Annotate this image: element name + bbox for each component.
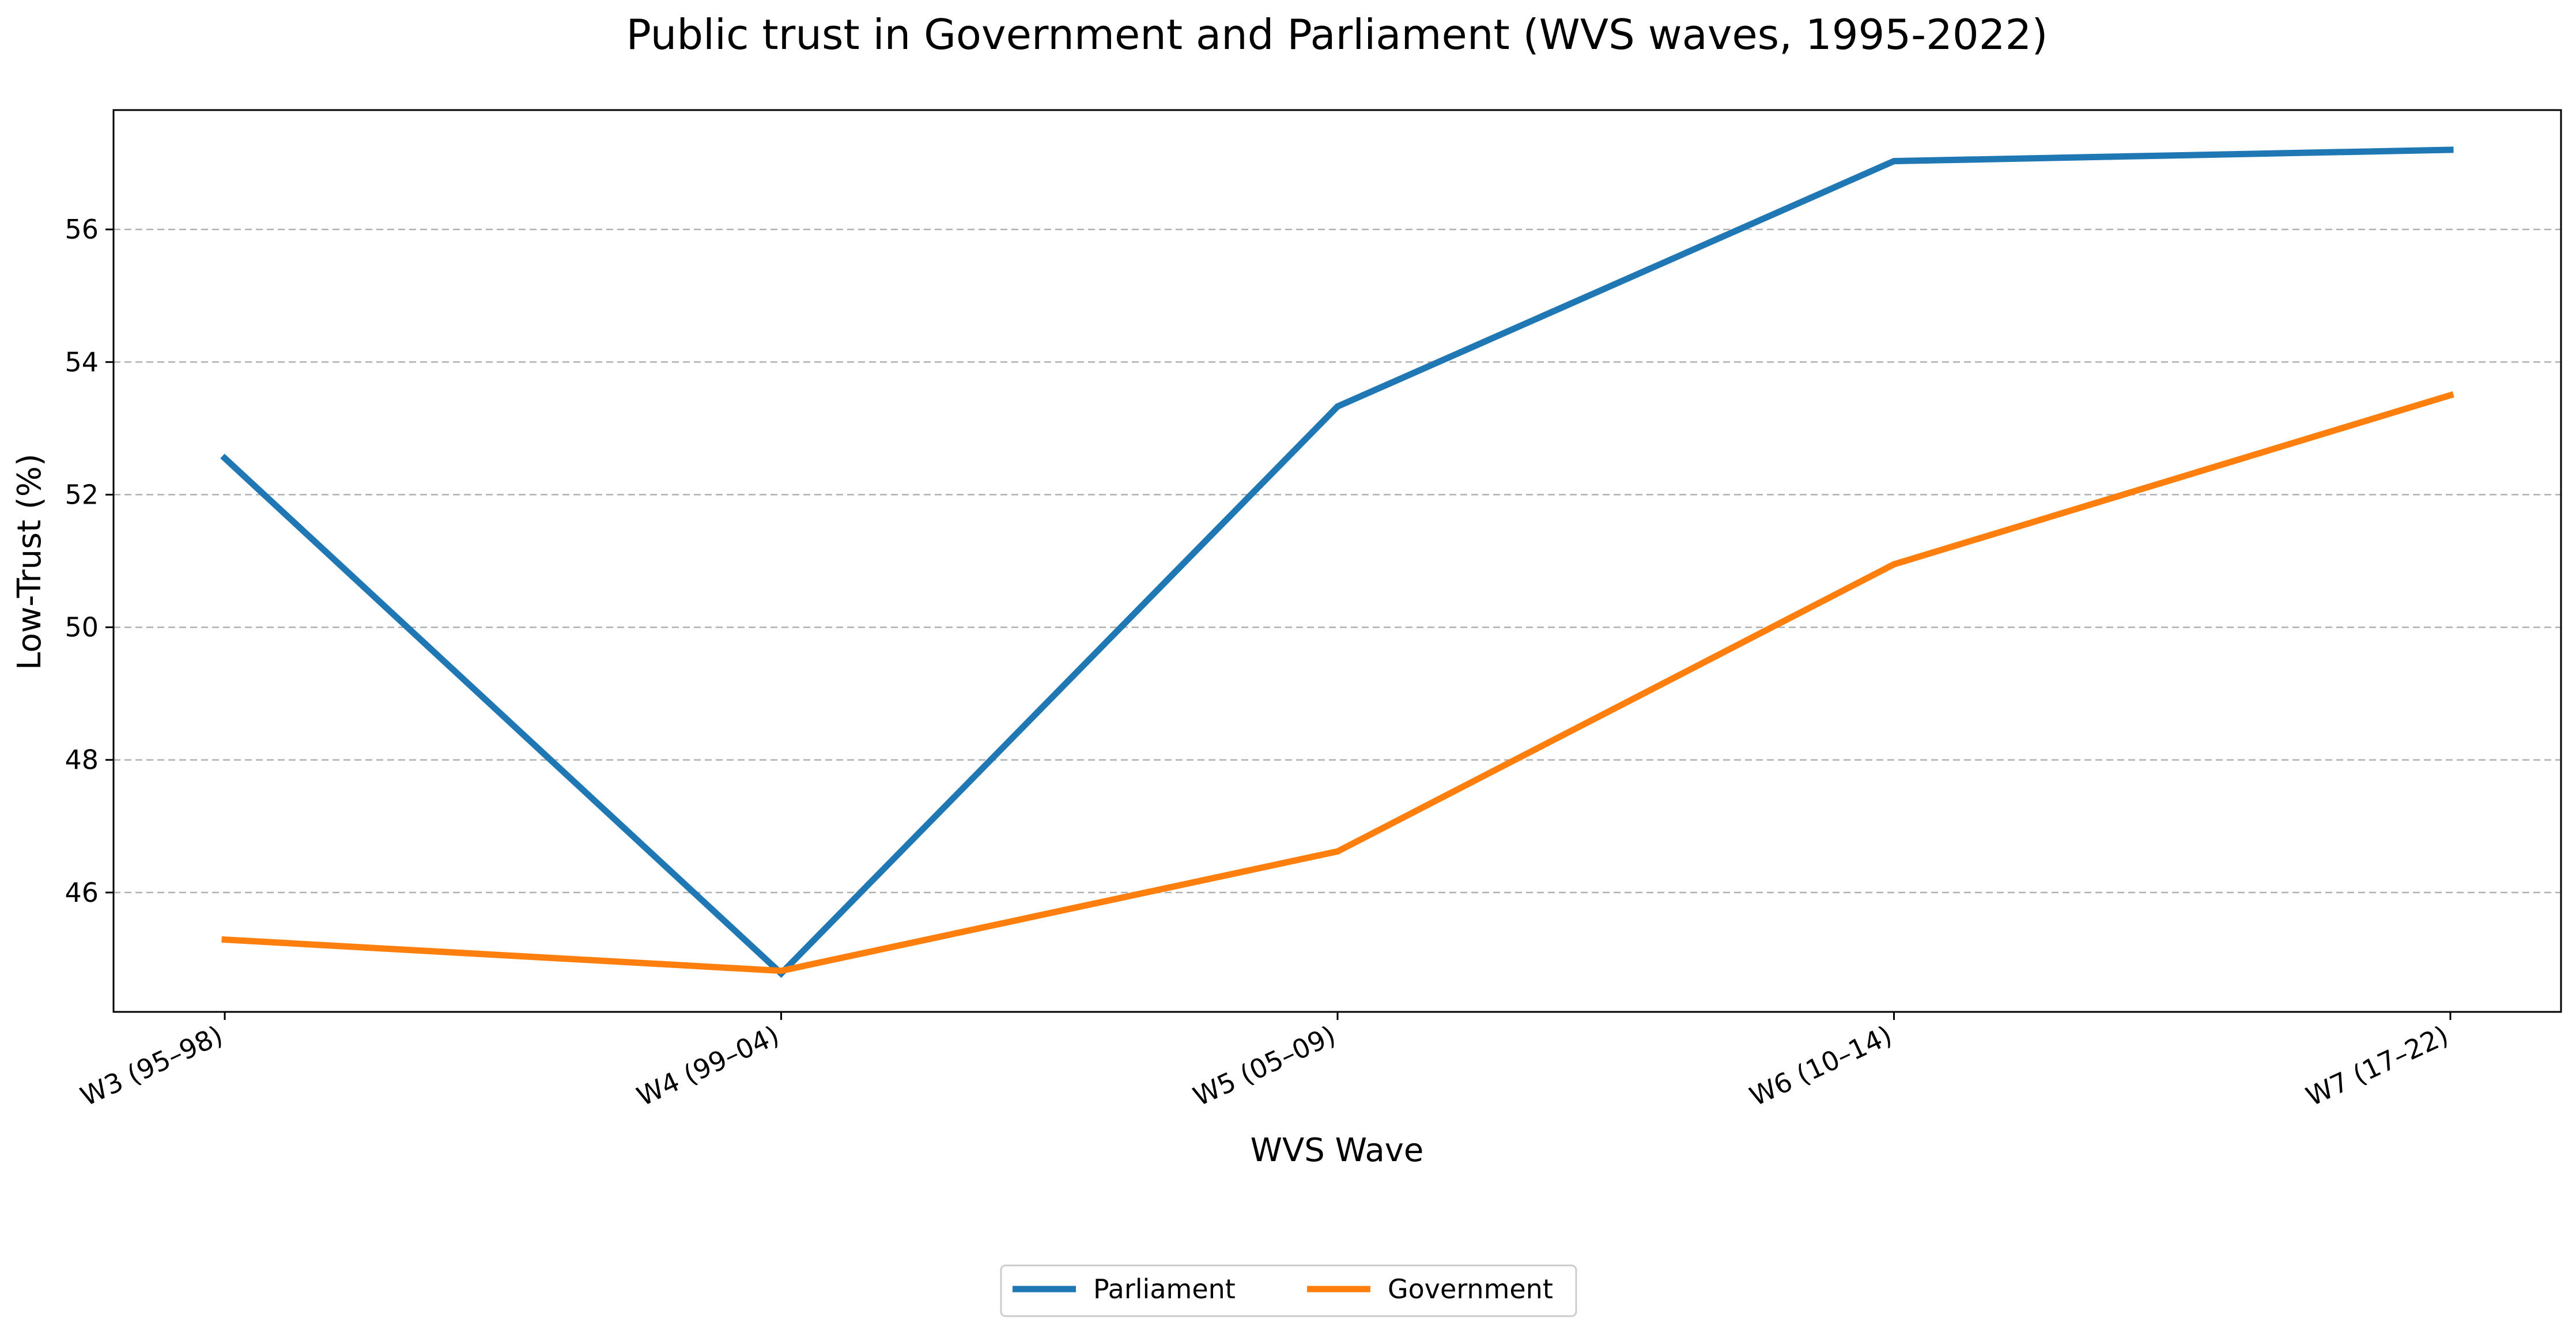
y-axis-label: Low-Trust (%) — [11, 454, 48, 670]
chart-title: Public trust in Government and Parliamen… — [626, 10, 2048, 59]
legend: Parliament Government — [1000, 1264, 1577, 1317]
series-line-parliament — [220, 146, 2454, 978]
legend-label-government: Government — [1388, 1273, 1553, 1305]
legend-frame — [1000, 1264, 1577, 1317]
y-tick-label: 56 — [65, 214, 99, 245]
x-axis-label: WVS Wave — [1251, 1132, 1424, 1169]
y-tick-label: 46 — [65, 877, 99, 908]
y-tick-label: 52 — [65, 479, 99, 510]
legend-label-parliament: Parliament — [1093, 1273, 1236, 1305]
y-tick-label: 54 — [65, 346, 99, 377]
y-axis-ticks: 46 48 50 52 54 56 — [65, 214, 114, 908]
y-tick-label: 50 — [65, 612, 99, 643]
series-lines — [220, 146, 2454, 978]
y-tick-label: 48 — [65, 745, 99, 776]
series-line-government — [221, 391, 2454, 974]
grid-lines — [114, 228, 2561, 894]
